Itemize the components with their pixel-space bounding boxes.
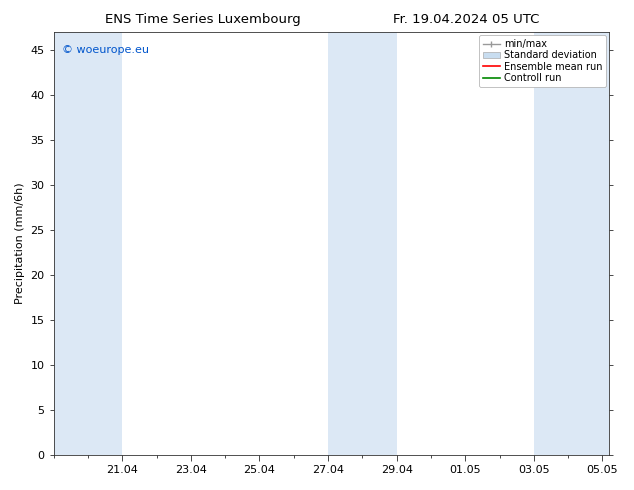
Text: ENS Time Series Luxembourg: ENS Time Series Luxembourg <box>105 13 301 26</box>
Bar <box>534 32 609 455</box>
Bar <box>54 32 122 455</box>
Text: Fr. 19.04.2024 05 UTC: Fr. 19.04.2024 05 UTC <box>393 13 539 26</box>
Text: © woeurope.eu: © woeurope.eu <box>62 45 149 55</box>
Legend: min/max, Standard deviation, Ensemble mean run, Controll run: min/max, Standard deviation, Ensemble me… <box>479 35 606 87</box>
Y-axis label: Precipitation (mm/6h): Precipitation (mm/6h) <box>15 183 25 304</box>
Bar <box>328 32 397 455</box>
